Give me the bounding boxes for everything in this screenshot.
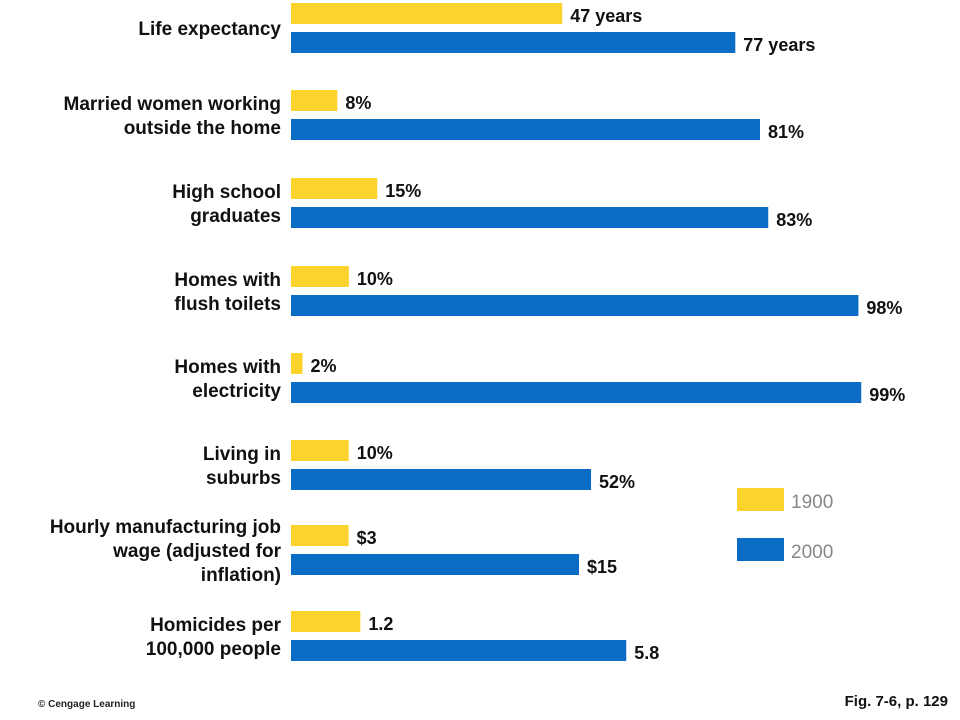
category-label: graduates: [190, 206, 281, 227]
bar-2000: [291, 640, 627, 661]
data-label: 98%: [866, 298, 902, 318]
data-label: 1.2: [368, 614, 393, 634]
category-label: Homicides per: [150, 615, 282, 636]
category-label: inflation): [201, 565, 281, 586]
category-label: 100,000 people: [146, 639, 281, 660]
data-label: 10%: [357, 443, 393, 463]
bar-2000: [291, 119, 760, 140]
bar-1900: [291, 3, 563, 24]
category-label: Living in: [203, 444, 281, 465]
data-label: 52%: [599, 472, 635, 492]
legend-swatch: [737, 538, 784, 561]
data-label: 99%: [869, 385, 905, 405]
bar-2000: [291, 469, 592, 490]
category-label: Hourly manufacturing job: [50, 517, 281, 538]
bar-1900: [291, 353, 303, 374]
category-label: Life expectancy: [138, 19, 281, 40]
data-label: 47 years: [570, 6, 642, 26]
data-label: 8%: [345, 93, 371, 113]
bar-1900: [291, 525, 349, 546]
category-label: flush toilets: [174, 294, 281, 315]
bar-1900: [291, 266, 349, 287]
legend-label: 2000: [791, 542, 833, 563]
bar-1900: [291, 440, 349, 461]
data-label: $15: [587, 557, 617, 577]
category-label: Homes with: [174, 270, 281, 291]
bar-2000: [291, 382, 862, 403]
legend-swatch: [737, 488, 784, 511]
data-label: 2%: [311, 356, 337, 376]
data-label: 10%: [357, 269, 393, 289]
data-label: 5.8: [634, 643, 659, 663]
data-label: 77 years: [743, 35, 815, 55]
data-label: 83%: [776, 210, 812, 230]
bar-1900: [291, 90, 338, 111]
copyright-text: © Cengage Learning: [38, 699, 136, 710]
bar-1900: [291, 178, 378, 199]
category-label: Homes with: [174, 357, 281, 378]
bar-2000: [291, 554, 579, 575]
bar-2000: [291, 32, 736, 53]
category-label: wage (adjusted for: [112, 541, 281, 562]
bar-2000: [291, 207, 769, 228]
legend-label: 1900: [791, 492, 833, 513]
category-label: electricity: [192, 381, 281, 402]
bar-2000: [291, 295, 859, 316]
data-label: 81%: [768, 122, 804, 142]
category-label: Married women working: [64, 94, 281, 115]
data-label: $3: [357, 528, 377, 548]
figure-reference: Fig. 7-6, p. 129: [844, 693, 948, 710]
bar-1900: [291, 611, 361, 632]
category-label: outside the home: [124, 118, 281, 139]
category-label: suburbs: [206, 468, 281, 489]
data-label: 15%: [385, 181, 421, 201]
category-label: High school: [172, 182, 281, 203]
